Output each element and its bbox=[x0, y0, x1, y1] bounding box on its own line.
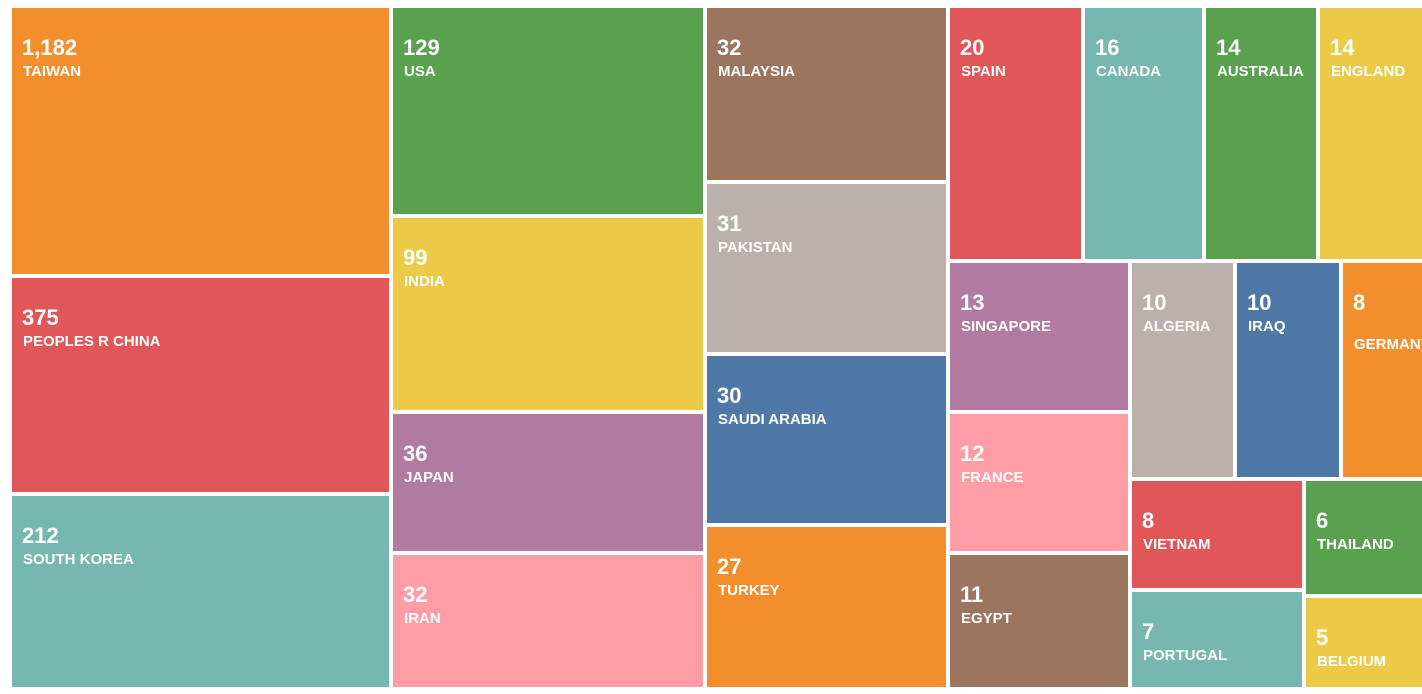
tile-value: 99 bbox=[403, 245, 428, 270]
tile-value: 27 bbox=[717, 554, 742, 579]
tile-value: 16 bbox=[1095, 35, 1120, 60]
tile-label: SOUTH KOREA bbox=[23, 551, 134, 568]
treemap-tile-canada: 16 CANADA bbox=[1085, 8, 1202, 259]
treemap-tile-vietnam: 8 VIETNAM bbox=[1132, 481, 1302, 588]
tile-value: 10 bbox=[1247, 290, 1272, 315]
tile-label: IRAQ bbox=[1248, 318, 1286, 335]
treemap-tile-germany: 8 GERMANY bbox=[1343, 263, 1422, 477]
tile-label: ENGLAND bbox=[1331, 63, 1406, 80]
treemap-tile-france: 12 FRANCE bbox=[950, 414, 1128, 551]
tile-value: 7 bbox=[1142, 619, 1155, 644]
treemap-tile-japan: 36 JAPAN bbox=[393, 414, 703, 551]
tile-value: 36 bbox=[403, 441, 428, 466]
treemap-tile-egypt: 11 EGYPT bbox=[950, 555, 1128, 687]
tile-value: 12 bbox=[960, 441, 985, 466]
tile-label: CANADA bbox=[1096, 63, 1161, 80]
tile-value: 6 bbox=[1316, 508, 1329, 533]
tile-value: 8 bbox=[1142, 508, 1155, 533]
tile-label: TURKEY bbox=[718, 582, 780, 599]
treemap-tile-portugal: 7 PORTUGAL bbox=[1132, 592, 1302, 687]
tile-value: 14 bbox=[1330, 35, 1355, 60]
treemap-tile-singapore: 13 SINGAPORE bbox=[950, 263, 1128, 410]
treemap-tile-pakistan: 31 PAKISTAN bbox=[707, 184, 946, 352]
tile-value: 8 bbox=[1353, 290, 1366, 315]
tile-label: MALAYSIA bbox=[718, 63, 795, 80]
tile-value: 20 bbox=[960, 35, 985, 60]
tile-value: 129 bbox=[403, 35, 440, 60]
treemap-tile-taiwan: 1,182 TAIWAN bbox=[12, 8, 389, 274]
treemap-tile-malaysia: 32 MALAYSIA bbox=[707, 8, 946, 180]
treemap-tile-england: 14 ENGLAND bbox=[1320, 8, 1422, 259]
tile-value: 13 bbox=[960, 290, 985, 315]
tile-value: 32 bbox=[717, 35, 742, 60]
treemap-tile-iran: 32 IRAN bbox=[393, 555, 703, 687]
tile-label: AUSTRALIA bbox=[1217, 63, 1304, 80]
tile-label: FRANCE bbox=[961, 469, 1024, 486]
tile-value: 1,182 bbox=[22, 35, 78, 60]
tile-value: 31 bbox=[717, 211, 742, 236]
treemap-tile-belgium: 5 BELGIUM bbox=[1306, 598, 1422, 687]
treemap-tile-saudi-arabia: 30 SAUDI ARABIA bbox=[707, 356, 946, 523]
treemap-tile-usa: 129 USA bbox=[393, 8, 703, 214]
tile-label: ALGERIA bbox=[1143, 318, 1211, 335]
tile-value: 14 bbox=[1216, 35, 1241, 60]
tile-label: THAILAND bbox=[1317, 536, 1394, 553]
tile-label: GERMANY bbox=[1354, 336, 1422, 353]
tile-value: 10 bbox=[1142, 290, 1167, 315]
treemap-tile-turkey: 27 TURKEY bbox=[707, 527, 946, 687]
tile-label: VIETNAM bbox=[1143, 536, 1211, 553]
tile-value: 375 bbox=[22, 305, 59, 330]
tile-label: IRAN bbox=[404, 610, 441, 627]
treemap-tile-india: 99 INDIA bbox=[393, 218, 703, 410]
tile-value: 32 bbox=[403, 582, 428, 607]
treemap-tile-algeria: 10 ALGERIA bbox=[1132, 263, 1233, 477]
tile-label: BELGIUM bbox=[1317, 653, 1387, 670]
tile-label: EGYPT bbox=[961, 610, 1012, 627]
tile-value: 11 bbox=[960, 582, 984, 607]
tile-label: SAUDI ARABIA bbox=[718, 411, 827, 428]
tile-value: 212 bbox=[22, 523, 59, 548]
tile-label: TAIWAN bbox=[23, 63, 82, 80]
tile-label: PAKISTAN bbox=[718, 239, 793, 256]
tile-label: INDIA bbox=[404, 273, 445, 290]
tile-label: USA bbox=[404, 63, 436, 80]
tile-value: 5 bbox=[1316, 625, 1329, 650]
tile-label: PEOPLES R CHINA bbox=[23, 333, 161, 350]
tile-label: PORTUGAL bbox=[1143, 647, 1228, 664]
tile-label: SPAIN bbox=[961, 63, 1006, 80]
treemap-tile-thailand: 6 THAILAND bbox=[1306, 481, 1422, 594]
treemap-tile-spain: 20 SPAIN bbox=[950, 8, 1081, 259]
treemap-tile-south-korea: 212 SOUTH KOREA bbox=[12, 496, 389, 687]
tile-label: JAPAN bbox=[404, 469, 454, 486]
tile-value: 30 bbox=[717, 383, 742, 408]
treemap-tile-peoples-r-china: 375 PEOPLES R CHINA bbox=[12, 278, 389, 492]
tile-label: SINGAPORE bbox=[961, 318, 1052, 335]
treemap-tile-iraq: 10 IRAQ bbox=[1237, 263, 1339, 477]
treemap-tile-australia: 14 AUSTRALIA bbox=[1206, 8, 1316, 259]
